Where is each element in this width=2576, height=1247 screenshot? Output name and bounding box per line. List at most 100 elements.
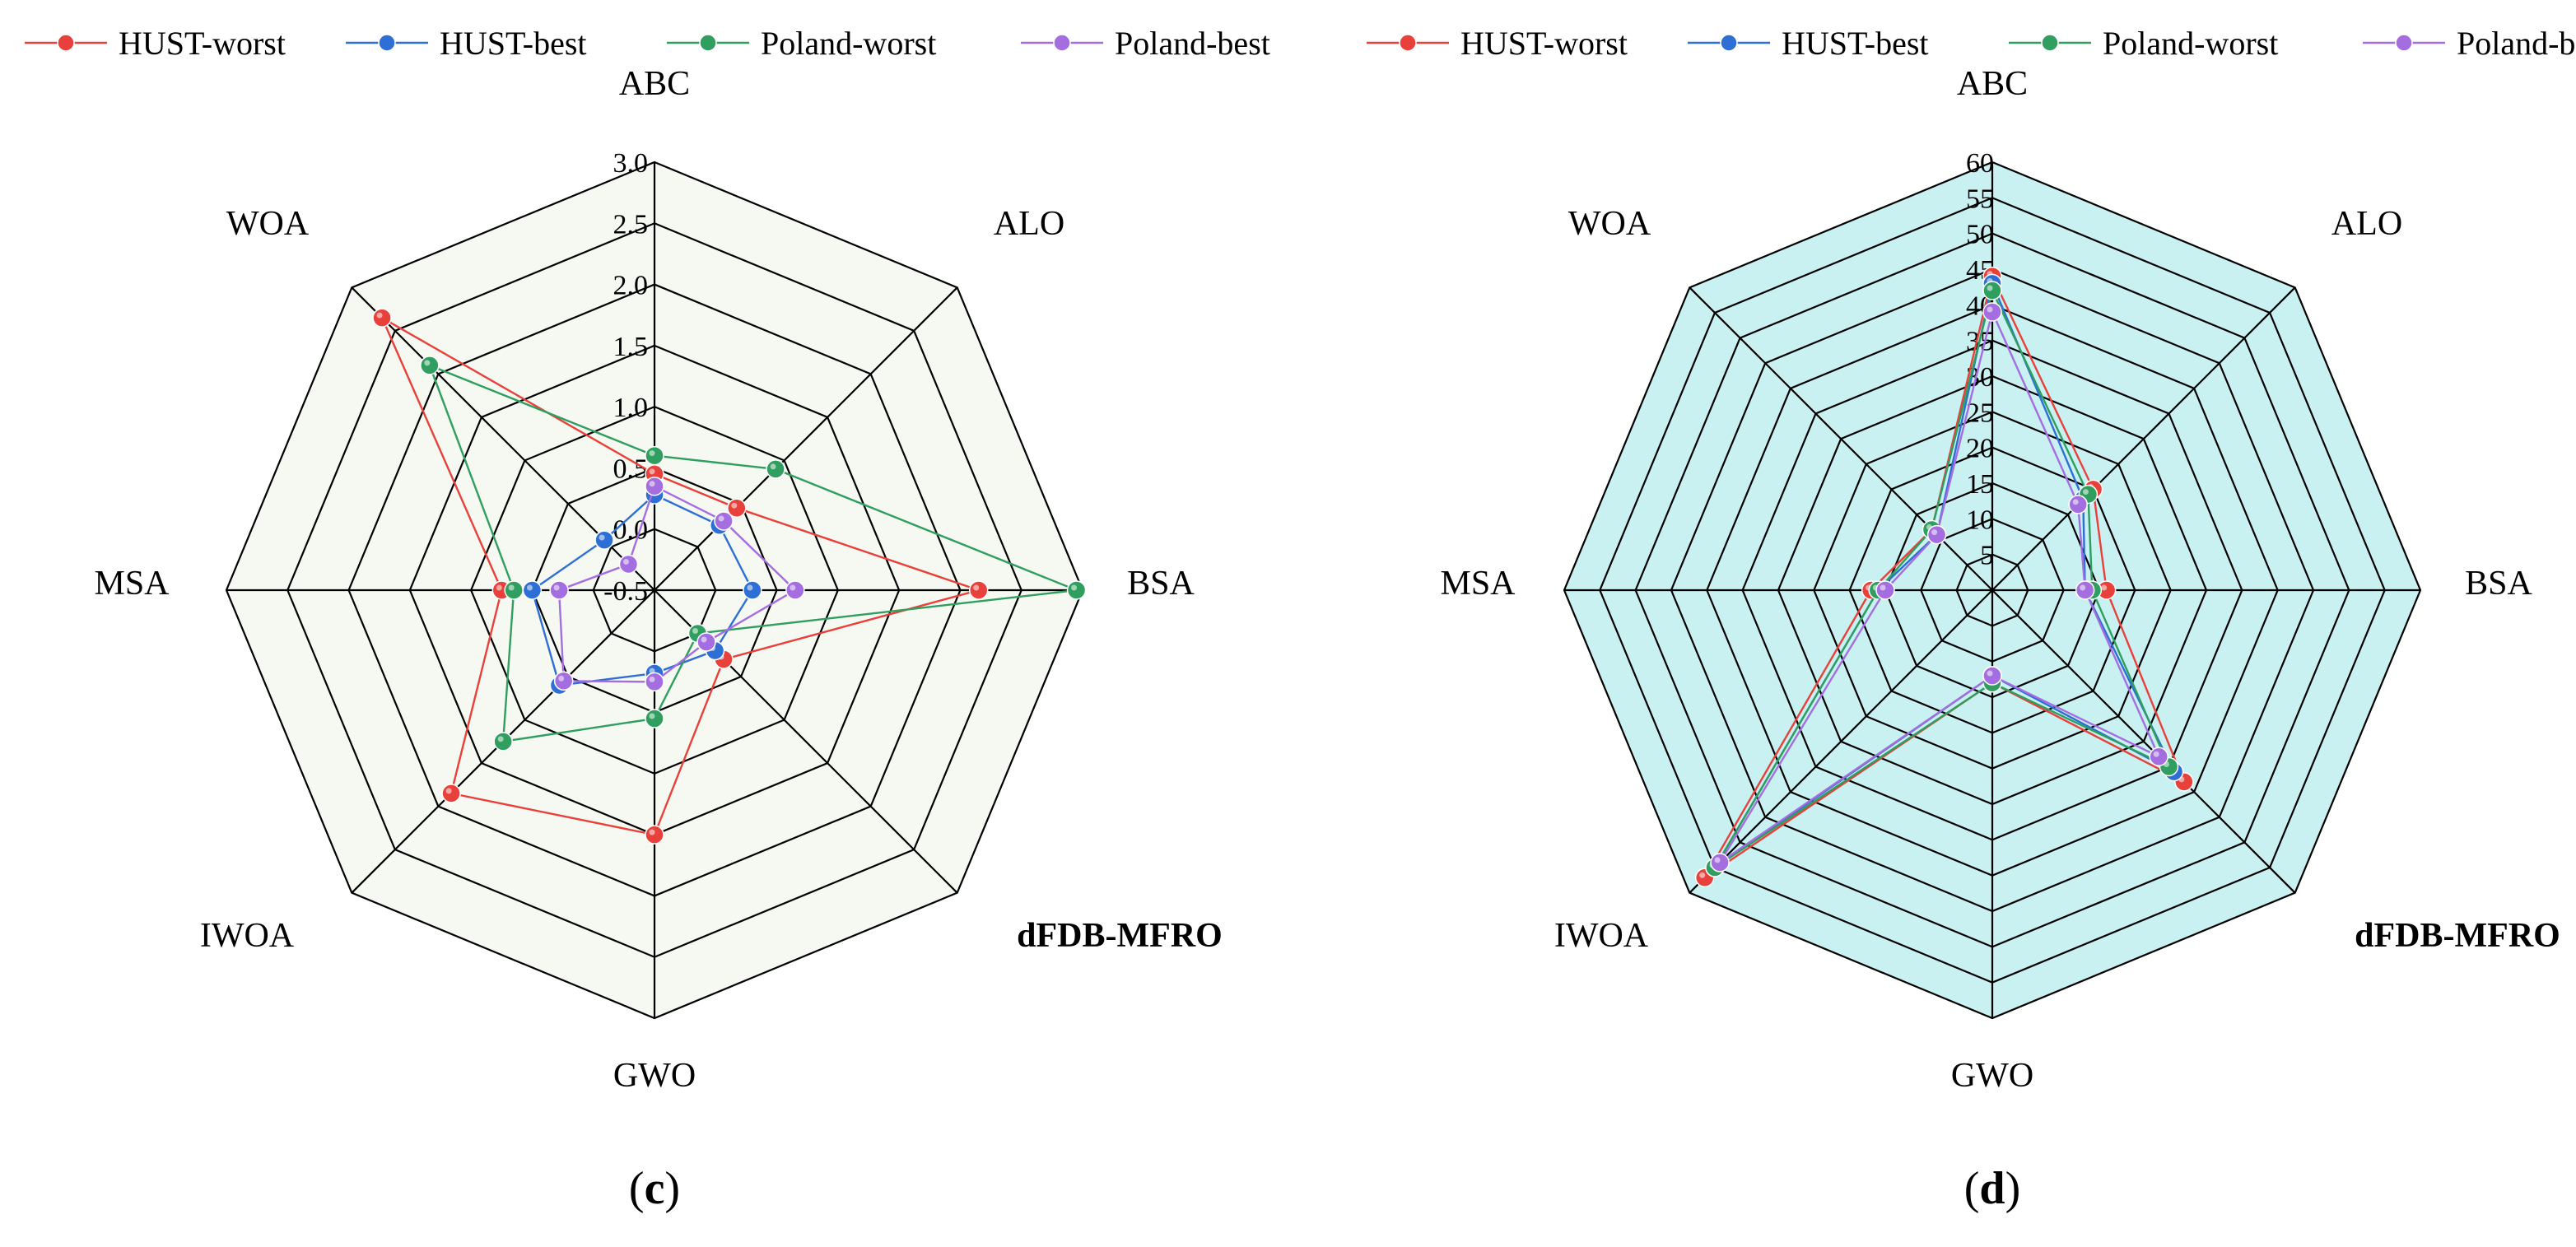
data-point xyxy=(727,498,747,518)
data-point xyxy=(645,709,664,728)
tick-label: 1.5 xyxy=(613,332,649,362)
axis-label: WOA xyxy=(226,205,310,243)
data-point xyxy=(522,580,543,600)
tick-label: 10 xyxy=(1966,505,1994,535)
axis-spoke xyxy=(654,286,958,591)
tick-label: 1.0 xyxy=(613,393,649,423)
legend-item: HUST-best xyxy=(346,25,587,62)
legend-marker xyxy=(1720,34,1738,52)
radar-chart-d: 51015202530354045505560ABCALOBSAdFDB-MFR… xyxy=(1367,25,2576,1214)
data-point-highlight xyxy=(508,584,515,591)
axis-label: dFDB-MFRO xyxy=(1017,917,1223,955)
data-point xyxy=(1066,580,1087,600)
axis-label: MSA xyxy=(94,565,170,603)
data-point-highlight xyxy=(790,584,796,591)
data-point-highlight xyxy=(1987,306,1993,313)
tick-label: 0.0 xyxy=(613,515,649,546)
data-point-highlight xyxy=(1880,584,1886,591)
data-point-highlight xyxy=(553,584,560,591)
data-point xyxy=(645,445,664,466)
tick-label: 2.5 xyxy=(613,209,649,240)
legend: HUST-worst HUST-best Poland-worst Poland-be… xyxy=(1367,25,2576,62)
data-point xyxy=(1982,666,2002,686)
data-point-highlight xyxy=(376,312,383,319)
data-point xyxy=(441,784,461,803)
data-point xyxy=(766,459,785,479)
data-point xyxy=(504,580,524,600)
legend-label: Poland-worst xyxy=(2103,25,2278,62)
axis-spoke xyxy=(1991,589,2296,894)
legend: HUST-worst HUST-best Poland-worst Poland-be… xyxy=(25,25,1270,62)
legend-item: HUST-best xyxy=(1688,25,1929,62)
data-point xyxy=(1710,853,1730,872)
data-point-highlight xyxy=(2082,489,2089,496)
tick-label: 55 xyxy=(1966,184,1994,214)
data-point xyxy=(2068,495,2088,514)
axis-label: ALO xyxy=(2331,205,2402,243)
legend-label: Poland-best xyxy=(1115,25,1270,62)
axis-label: GWO xyxy=(1951,1057,2033,1095)
data-point xyxy=(549,580,569,600)
tick-label: 3.0 xyxy=(613,148,649,179)
axis-label: BSA xyxy=(1127,565,1195,603)
axis-label: dFDB-MFRO xyxy=(2355,917,2560,955)
tick-label: 50 xyxy=(1966,220,1994,250)
data-point-highlight xyxy=(1071,584,1078,591)
data-point xyxy=(2149,747,2168,766)
data-point xyxy=(1875,580,1895,600)
data-point xyxy=(645,476,664,496)
legend-marker xyxy=(2041,34,2059,52)
data-point-highlight xyxy=(649,468,655,475)
tick-label: 0.5 xyxy=(613,454,649,484)
data-point xyxy=(1926,524,1947,545)
data-point xyxy=(968,580,989,600)
data-point-highlight xyxy=(497,736,504,742)
data-point-highlight xyxy=(1931,529,1938,536)
axis-label: IWOA xyxy=(200,917,295,955)
axis-label: ALO xyxy=(994,205,1064,243)
data-point xyxy=(553,671,574,691)
axis-label: ABC xyxy=(1957,65,2028,103)
data-point-highlight xyxy=(649,450,655,457)
axis-label: IWOA xyxy=(1554,917,1649,955)
data-point-highlight xyxy=(747,584,753,591)
data-point xyxy=(645,672,664,692)
data-point xyxy=(785,580,805,600)
axis-label: MSA xyxy=(1440,565,1516,603)
data-point xyxy=(714,511,734,531)
legend-marker xyxy=(699,34,717,52)
panel-label: (d) xyxy=(1964,1163,2020,1214)
legend-label: HUST-worst xyxy=(1460,25,1628,62)
data-point xyxy=(493,732,513,751)
data-point-highlight xyxy=(731,502,738,509)
legend-marker xyxy=(1053,34,1071,52)
legend-marker xyxy=(378,34,396,52)
series-poland-worst xyxy=(420,356,1087,751)
data-point-highlight xyxy=(2080,584,2086,591)
legend-label: HUST-best xyxy=(440,25,587,62)
data-point xyxy=(594,530,614,550)
data-point xyxy=(372,308,392,328)
legend-item: HUST-worst xyxy=(25,25,286,62)
data-point-highlight xyxy=(649,481,655,487)
axis-spoke xyxy=(1991,286,2296,591)
data-point xyxy=(2075,580,2095,600)
data-point xyxy=(696,632,716,652)
data-point xyxy=(1982,281,2002,300)
legend-marker xyxy=(57,34,75,52)
legend-item: Poland-worst xyxy=(2009,25,2278,62)
data-point-highlight xyxy=(2072,499,2079,505)
data-point-highlight xyxy=(718,515,724,522)
data-point-highlight xyxy=(622,558,629,565)
tick-label: 2.0 xyxy=(613,271,649,301)
legend-label: Poland-best xyxy=(2457,25,2576,62)
data-point-highlight xyxy=(1714,857,1721,863)
data-point xyxy=(1982,302,2002,322)
data-point-highlight xyxy=(649,829,655,835)
data-point xyxy=(618,554,639,575)
tick-label: 60 xyxy=(1966,148,1994,179)
tick-label: 20 xyxy=(1966,434,1994,464)
tick-label: -0.5 xyxy=(603,576,648,607)
radar-chart-c: -0.5 0.0 0.5 1.0 1.5 2.0 2.5 3.0 ABC ALO BSA dFDB-M… xyxy=(25,25,1270,1214)
